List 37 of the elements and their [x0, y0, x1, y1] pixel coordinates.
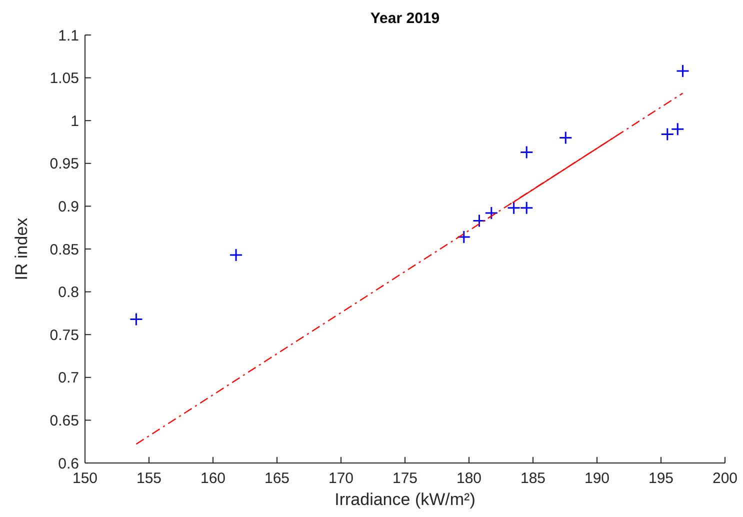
- y-tick-label: 0.65: [50, 412, 79, 430]
- y-tick-label: 0.75: [50, 326, 79, 344]
- x-tick-label: 150: [72, 470, 98, 487]
- y-tick-label: 0.6: [58, 455, 79, 472]
- point: [229, 248, 243, 262]
- y-tick-label: 0.8: [58, 284, 79, 302]
- x-tick-label: 155: [136, 470, 162, 487]
- point: [507, 201, 521, 215]
- point: [558, 130, 572, 144]
- point: [129, 312, 143, 326]
- y-tick-label: 0.9: [58, 198, 79, 216]
- y-tick-label: 1: [70, 112, 79, 130]
- y-tick-label: 0.95: [50, 156, 79, 173]
- x-tick-label: 165: [264, 470, 290, 487]
- y-tick-label: 0.7: [58, 370, 79, 387]
- chart-title: Year 2019: [370, 10, 440, 27]
- x-axis-title: Irradiance (kW/m²): [334, 490, 476, 509]
- point: [472, 214, 486, 228]
- point: [520, 201, 534, 215]
- point: [670, 122, 684, 136]
- x-tick-label: 195: [648, 470, 674, 487]
- point: [484, 206, 498, 220]
- x-tick-label: 160: [200, 470, 226, 487]
- y-tick-label: 1.1: [58, 27, 79, 44]
- point: [660, 128, 674, 142]
- point: [676, 64, 690, 78]
- point: [457, 230, 471, 244]
- x-tick-label: 190: [584, 470, 610, 487]
- x-tick-label: 170: [328, 470, 354, 487]
- x-tick-label: 175: [392, 470, 418, 487]
- y-tick-label: 0.85: [50, 241, 79, 258]
- x-tick-label: 200: [712, 470, 738, 487]
- x-tick-label: 185: [520, 470, 546, 487]
- point: [520, 146, 534, 160]
- x-tick-label: 180: [456, 470, 482, 487]
- y-tick-label: 1.05: [50, 70, 79, 88]
- y-axis-title: IR index: [12, 217, 31, 280]
